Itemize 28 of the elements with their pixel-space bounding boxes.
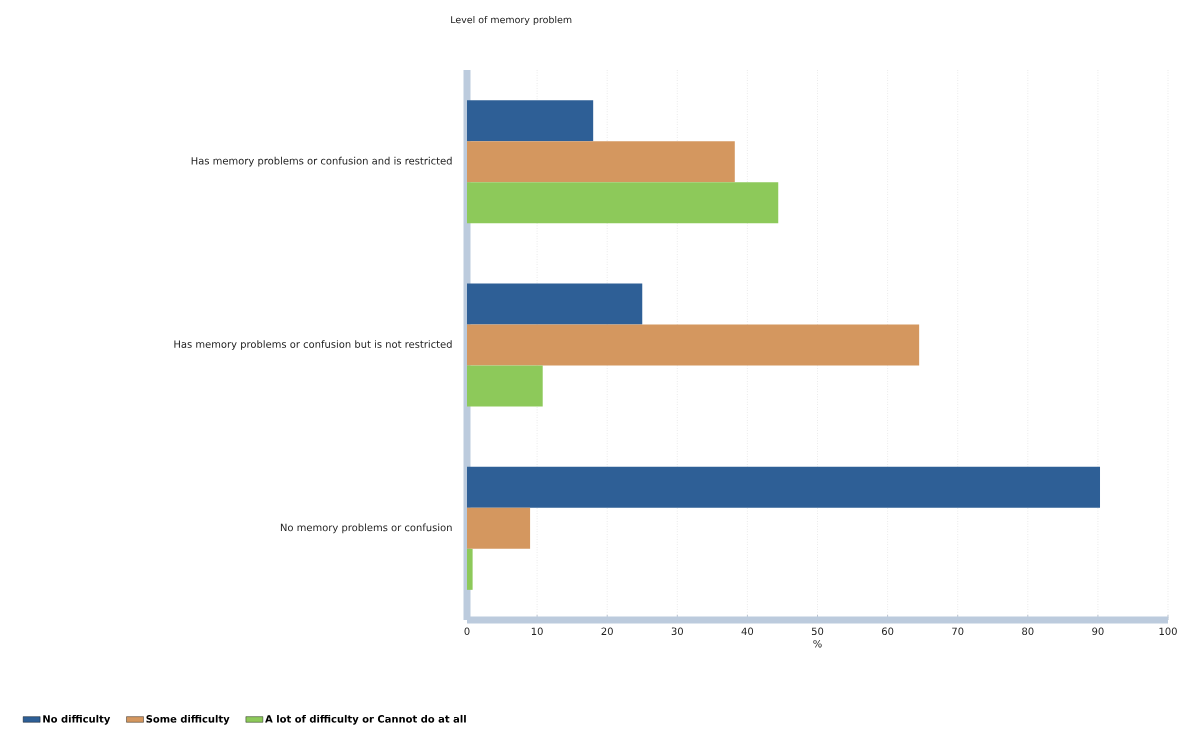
x-tick-label: 80 — [1022, 627, 1034, 636]
x-tick-label: 60 — [881, 627, 894, 636]
y-tick-label: Has memory problems or confusion and is restricted — [191, 156, 452, 167]
x-tick-label: 100 — [1159, 627, 1177, 636]
bar — [467, 141, 735, 183]
y-tick-label: Has memory problems or confusion but is not restricted — [174, 340, 452, 350]
x-tick-label: 50 — [811, 627, 824, 636]
x-axis-title: % — [813, 639, 822, 648]
legend-label: Some difficulty — [146, 714, 230, 725]
x-tick-label: 40 — [741, 627, 754, 636]
x-tick-label: 20 — [601, 627, 613, 636]
x-tick-label: 70 — [952, 627, 964, 636]
bar — [467, 507, 531, 549]
bar — [467, 466, 1101, 508]
legend-label: No difficulty — [43, 714, 111, 725]
y-tick-label: No memory problems or confusion — [280, 523, 452, 534]
bar — [467, 283, 643, 325]
legend-label: A lot of difficulty or Cannot do at all — [265, 714, 466, 725]
bar — [467, 100, 594, 142]
bar — [467, 182, 779, 224]
bar — [467, 324, 920, 366]
x-tick-label: 0 — [464, 627, 470, 636]
x-tick-label: 30 — [671, 627, 683, 636]
y-axis-title: Level of memory problem — [451, 15, 572, 26]
x-tick-label: 10 — [531, 627, 543, 636]
bar — [467, 548, 473, 590]
bar — [467, 365, 543, 407]
x-tick-label: 90 — [1092, 627, 1104, 636]
